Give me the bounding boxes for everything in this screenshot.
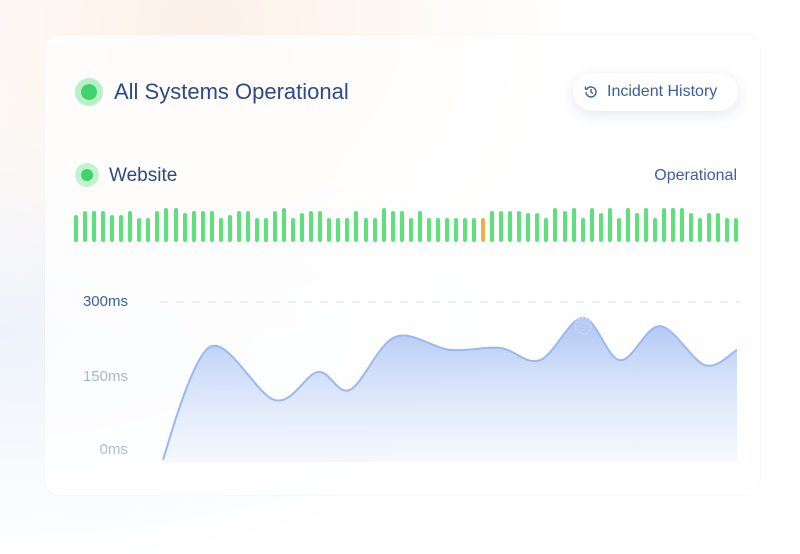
uptime-bar-up[interactable] <box>263 218 268 242</box>
uptime-bar-up[interactable] <box>580 218 585 242</box>
service-status: Operational <box>654 167 737 184</box>
uptime-bar-up[interactable] <box>336 218 341 242</box>
y-tick-150: 150ms <box>82 368 128 385</box>
uptime-bar-up[interactable] <box>155 211 160 242</box>
uptime-bar-up[interactable] <box>725 218 730 242</box>
highlight-point[interactable] <box>574 317 592 335</box>
service-name: Website <box>109 165 178 186</box>
uptime-bar-degraded[interactable] <box>481 218 486 242</box>
uptime-bar-up[interactable] <box>254 218 259 242</box>
uptime-bar-up[interactable] <box>119 214 124 242</box>
uptime-bar-up[interactable] <box>589 208 594 242</box>
uptime-bar-up[interactable] <box>689 213 694 242</box>
uptime-bar-up[interactable] <box>499 211 504 242</box>
uptime-bar-up[interactable] <box>236 211 241 242</box>
uptime-bar-up[interactable] <box>698 218 703 242</box>
uptime-bar-up[interactable] <box>209 211 214 242</box>
uptime-bar-up[interactable] <box>535 213 540 242</box>
uptime-bar-up[interactable] <box>110 214 115 242</box>
page-title: All Systems Operational <box>114 79 349 104</box>
uptime-bar-up[interactable] <box>634 213 639 242</box>
uptime-bar-up[interactable] <box>200 211 205 242</box>
uptime-bar-up[interactable] <box>544 218 549 242</box>
y-tick-300: 300ms <box>82 293 128 310</box>
uptime-bar-up[interactable] <box>472 218 477 242</box>
uptime-bar-up[interactable] <box>92 211 97 242</box>
uptime-bar-up[interactable] <box>101 211 106 242</box>
response-area <box>163 317 737 462</box>
uptime-bar-up[interactable] <box>571 208 576 242</box>
uptime-bar-up[interactable] <box>671 208 676 242</box>
service-status-indicator <box>75 163 99 187</box>
uptime-bar-up[interactable] <box>526 213 531 242</box>
uptime-bar-up[interactable] <box>309 211 314 242</box>
uptime-bar-up[interactable] <box>734 218 739 242</box>
uptime-bar-up[interactable] <box>146 218 151 242</box>
uptime-bar-up[interactable] <box>444 218 449 242</box>
uptime-bar-up[interactable] <box>173 208 178 242</box>
uptime-bar-up[interactable] <box>227 214 232 242</box>
uptime-bar-up[interactable] <box>399 211 404 242</box>
uptime-bar-up[interactable] <box>345 218 350 242</box>
uptime-bar-up[interactable] <box>517 211 522 242</box>
uptime-bar-up[interactable] <box>137 218 142 242</box>
uptime-bar-up[interactable] <box>607 208 612 242</box>
uptime-bar-up[interactable] <box>716 213 721 242</box>
uptime-bar-up[interactable] <box>680 208 685 242</box>
uptime-bar-up[interactable] <box>182 213 187 242</box>
uptime-bar-up[interactable] <box>291 218 296 242</box>
uptime-bar-up[interactable] <box>490 211 495 242</box>
uptime-bar-up[interactable] <box>191 211 196 242</box>
uptime-bar-up[interactable] <box>616 218 621 242</box>
uptime-bars <box>74 208 739 242</box>
uptime-bar-up[interactable] <box>562 211 567 242</box>
uptime-bar-up[interactable] <box>128 211 133 242</box>
incident-history-label: Incident History <box>607 83 718 100</box>
uptime-bar-up[interactable] <box>83 211 88 242</box>
uptime-bar-up[interactable] <box>273 211 278 242</box>
uptime-bar-up[interactable] <box>508 211 513 242</box>
uptime-bar-up[interactable] <box>453 218 458 242</box>
response-line <box>162 316 738 461</box>
uptime-bar-up[interactable] <box>653 218 657 242</box>
uptime-bar-up[interactable] <box>300 213 305 242</box>
uptime-bar-up[interactable] <box>408 218 413 242</box>
incident-history-button[interactable]: Incident History <box>573 73 738 111</box>
uptime-bar-up[interactable] <box>372 218 377 242</box>
uptime-bar-up[interactable] <box>463 218 468 242</box>
uptime-bar-up[interactable] <box>643 208 648 242</box>
history-icon <box>584 86 597 98</box>
uptime-bar-up[interactable] <box>245 211 250 242</box>
uptime-bar-up[interactable] <box>318 211 323 242</box>
uptime-bar-up[interactable] <box>625 208 630 242</box>
uptime-bar-up[interactable] <box>435 218 440 242</box>
uptime-bar-up[interactable] <box>598 213 603 242</box>
uptime-bar-up[interactable] <box>417 211 422 242</box>
uptime-bar-up[interactable] <box>363 218 368 242</box>
y-tick-0: 0ms <box>99 441 128 458</box>
uptime-bar-up[interactable] <box>553 208 558 242</box>
uptime-bar-up[interactable] <box>327 218 332 242</box>
uptime-bar-up[interactable] <box>74 214 78 242</box>
overall-status-indicator <box>75 78 103 106</box>
uptime-bar-up[interactable] <box>218 218 223 242</box>
uptime-bar-up[interactable] <box>381 208 386 242</box>
uptime-bar-up[interactable] <box>426 218 431 242</box>
uptime-bar-up[interactable] <box>390 211 395 242</box>
uptime-bar-up[interactable] <box>354 211 359 242</box>
uptime-bar-up[interactable] <box>282 208 287 242</box>
uptime-bar-up[interactable] <box>707 213 712 242</box>
uptime-bar-up[interactable] <box>164 208 169 242</box>
uptime-bar-up[interactable] <box>662 208 667 242</box>
